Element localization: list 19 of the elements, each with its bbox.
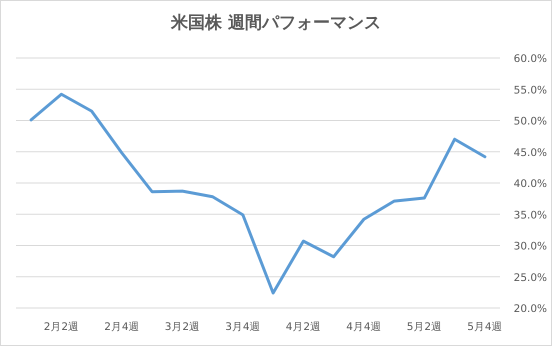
x-tick-label: 4月2週 (286, 321, 322, 333)
y-tick-label: 55.0% (514, 84, 548, 96)
y-tick-label: 60.0% (514, 53, 548, 65)
y-tick-label: 25.0% (514, 272, 548, 284)
y-tick-label: 35.0% (514, 209, 548, 222)
y-tick-label: 20.0% (514, 303, 548, 315)
x-tick-label: 3月2週 (164, 321, 200, 333)
x-tick-label: 4月4週 (346, 321, 382, 333)
y-tick-label: 30.0% (514, 240, 548, 252)
x-tick-label: 2月2週 (44, 321, 80, 333)
x-tick-label: 3月4週 (225, 321, 261, 333)
x-tick-label: 2月4週 (104, 321, 140, 333)
line-series (30, 92, 486, 294)
x-tick-label: 5月4週 (467, 321, 503, 333)
y-tick-label: 40.0% (514, 178, 548, 190)
y-tick-label: 45.0% (514, 146, 548, 159)
chart-title: 米国株 週間パフォーマンス (170, 13, 381, 33)
y-tick-label: 50.0% (514, 116, 548, 128)
x-tick-label: 5月2週 (406, 321, 442, 333)
